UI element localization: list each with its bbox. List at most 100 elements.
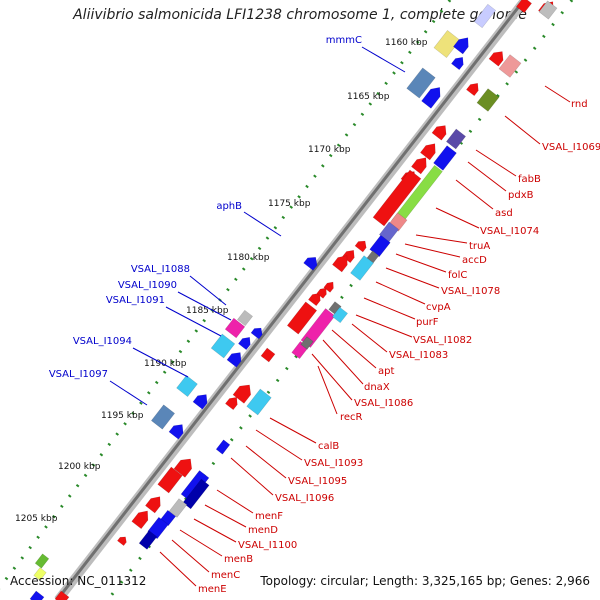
gene-feature[interactable]	[453, 34, 472, 55]
gene-feature[interactable]	[34, 553, 50, 569]
map-title: Aliivibrio salmonicida LFI1238 chromosom…	[73, 7, 527, 23]
right-gene-label[interactable]: menF	[255, 511, 283, 522]
gene-feature[interactable]	[303, 254, 321, 271]
gene-feature[interactable]	[308, 290, 323, 307]
right-gene-label[interactable]: VSAL_I1093	[304, 458, 363, 469]
right-gene-label[interactable]: menC	[211, 570, 240, 581]
gene-feature[interactable]	[232, 381, 255, 404]
right-gene-label[interactable]: asd	[495, 208, 513, 219]
gene-feature[interactable]	[173, 455, 196, 478]
gene-feature[interactable]	[29, 590, 45, 600]
right-gene-label[interactable]: menB	[224, 554, 253, 565]
gene-feature[interactable]	[300, 336, 314, 350]
gene-feature[interactable]	[237, 309, 253, 327]
gene-feature[interactable]	[411, 154, 430, 175]
gene-feature[interactable]	[157, 466, 183, 494]
gene-feature[interactable]	[250, 325, 265, 340]
gene-feature[interactable]	[225, 394, 240, 411]
left-gene-label[interactable]: mmmC	[326, 35, 362, 46]
gene-feature[interactable]	[150, 404, 176, 430]
right-gene-label[interactable]: cvpA	[426, 302, 451, 313]
gene-feature[interactable]	[215, 439, 231, 455]
gene-feature[interactable]	[538, 0, 558, 20]
gene-feature[interactable]	[433, 145, 457, 171]
gene-feature[interactable]	[33, 567, 47, 581]
gene-feature[interactable]	[488, 48, 507, 67]
gene-feature[interactable]	[433, 30, 461, 58]
right-gene-label[interactable]: truA	[469, 241, 490, 252]
right-label-leader-line	[204, 504, 247, 528]
right-gene-label[interactable]: VSAL_I1086	[354, 398, 413, 409]
gene-feature[interactable]	[316, 286, 329, 299]
right-gene-label[interactable]: recR	[340, 412, 363, 423]
gene-feature[interactable]	[332, 252, 351, 273]
left-gene-label[interactable]: VSAL_I1097	[49, 369, 108, 380]
gene-feature[interactable]	[238, 334, 253, 351]
left-gene-label[interactable]: VSAL_I1091	[106, 295, 165, 306]
left-label-leader-line	[132, 347, 189, 378]
gene-feature[interactable]	[473, 3, 497, 29]
right-label-leader-line	[467, 161, 507, 192]
gene-feature[interactable]	[354, 238, 369, 253]
gene-feature[interactable]	[192, 391, 211, 410]
gene-feature[interactable]	[176, 375, 198, 397]
gene-feature[interactable]	[451, 54, 466, 71]
gene-feature[interactable]	[350, 255, 374, 281]
gene-feature[interactable]	[54, 590, 70, 600]
right-gene-label[interactable]: VSAL_I1078	[441, 286, 500, 297]
gene-feature[interactable]	[168, 498, 188, 518]
gene-feature[interactable]	[516, 0, 532, 14]
right-gene-label[interactable]: menD	[248, 525, 278, 536]
right-gene-label[interactable]: dnaX	[364, 382, 390, 393]
right-gene-label[interactable]: pdxB	[508, 190, 534, 201]
gene-feature[interactable]	[466, 80, 481, 97]
gene-feature[interactable]	[420, 140, 439, 161]
left-gene-label[interactable]: VSAL_I1088	[131, 264, 190, 275]
gene-feature[interactable]	[323, 280, 336, 293]
left-gene-label[interactable]: aphB	[216, 201, 242, 212]
gene-feature[interactable]	[476, 88, 500, 112]
right-gene-label[interactable]: VSAL_I1074	[480, 226, 539, 237]
right-gene-label[interactable]: accD	[462, 255, 487, 266]
right-gene-label[interactable]: VSAL_I1095	[288, 476, 347, 487]
gene-feature[interactable]	[138, 530, 158, 550]
right-gene-label[interactable]: apt	[378, 366, 394, 377]
gene-feature[interactable]	[168, 421, 187, 440]
gene-feature[interactable]	[372, 169, 422, 227]
right-gene-label[interactable]: calB	[318, 441, 339, 452]
gene-feature[interactable]	[182, 478, 210, 510]
gene-feature[interactable]	[421, 84, 445, 109]
right-gene-label[interactable]: VSAL_I1082	[413, 335, 472, 346]
left-gene-label[interactable]: VSAL_I1090	[118, 280, 177, 291]
gene-feature[interactable]	[224, 317, 246, 339]
gene-feature[interactable]	[131, 507, 153, 530]
gene-feature[interactable]	[406, 67, 436, 99]
left-gene-label[interactable]: VSAL_I1094	[73, 336, 132, 347]
gene-feature[interactable]	[210, 333, 236, 359]
right-gene-label[interactable]: folC	[448, 270, 467, 281]
right-label-leader-line	[351, 323, 388, 353]
right-gene-label[interactable]: menE	[198, 584, 227, 595]
right-gene-label[interactable]: rnd	[571, 99, 588, 110]
right-gene-label[interactable]: VSAL_I1069	[542, 142, 600, 153]
right-gene-label[interactable]: purF	[416, 317, 439, 328]
ruler-tick-label: 1175 kbp	[268, 199, 311, 209]
gene-feature[interactable]	[246, 388, 272, 416]
gene-feature[interactable]	[446, 128, 466, 150]
gene-feature[interactable]	[498, 54, 522, 78]
gene-feature[interactable]	[342, 247, 357, 264]
right-gene-label[interactable]: VSAL_I1083	[389, 350, 448, 361]
gene-feature[interactable]	[145, 493, 164, 514]
ruler-tick-label: 1190 kbp	[144, 359, 187, 369]
gene-feature[interactable]	[286, 301, 318, 335]
right-gene-labels: rnd VSAL_I1069 fabB pdxB asd VSAL_I1074 truA ac…	[159, 85, 600, 595]
gene-feature[interactable]	[431, 122, 450, 141]
right-gene-label[interactable]: VSAL_I1096	[275, 493, 334, 504]
gene-feature[interactable]	[332, 306, 348, 324]
right-label-leader-line	[230, 457, 274, 496]
gene-feature[interactable]	[117, 534, 128, 546]
right-gene-label[interactable]: VSAL_I1100	[238, 540, 297, 551]
right-gene-label[interactable]: fabB	[518, 174, 541, 185]
gene-feature[interactable]	[260, 347, 276, 363]
gene-feature[interactable]	[226, 349, 245, 368]
